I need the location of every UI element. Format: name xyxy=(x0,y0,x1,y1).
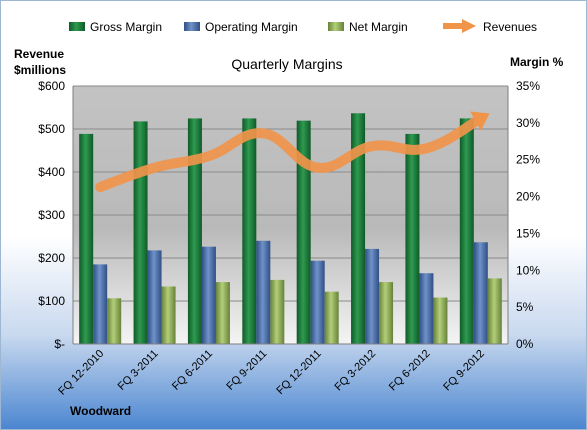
right-axis: 0% 5% 10% 15% 20% 25% 30% 35% xyxy=(507,79,540,351)
bar-gross-margin xyxy=(296,120,311,344)
legend-label-gross-margin: Gross Margin xyxy=(90,20,162,34)
bar-net-margin xyxy=(433,297,448,344)
x-tick-label: FQ 12-2010 xyxy=(56,348,106,398)
bar-operating-margin xyxy=(310,260,325,344)
chart-title: Quarterly Margins xyxy=(231,56,342,72)
x-tick-label: FQ 9-2011 xyxy=(224,348,269,393)
x-tick-label: FQ 6-2012 xyxy=(387,348,433,394)
x-axis: FQ 12-2010 FQ 3-2011 FQ 6-2011 FQ 9-2011 FQ … xyxy=(56,343,508,398)
bar-net-margin xyxy=(487,278,502,344)
left-tick-label: $300 xyxy=(38,208,65,222)
legend-arrowhead-revenues xyxy=(462,19,476,33)
legend-item-revenues: Revenues xyxy=(443,19,537,34)
left-axis-label-line2: $millions xyxy=(14,63,66,77)
bar-operating-margin xyxy=(473,242,488,344)
right-tick-label: 35% xyxy=(516,79,540,93)
legend-item-gross-margin: Gross Margin xyxy=(69,20,162,34)
bar-gross-margin xyxy=(79,133,94,344)
right-tick-label: 30% xyxy=(516,116,540,130)
left-tick-label: $- xyxy=(54,337,65,351)
left-tick-label: $100 xyxy=(38,294,65,308)
x-tick-label: FQ 3-2011 xyxy=(116,348,161,393)
bar-operating-margin xyxy=(256,240,271,344)
bar-operating-margin xyxy=(419,273,434,344)
bar-net-margin xyxy=(270,279,285,344)
right-axis-label: Margin % xyxy=(510,55,564,69)
bar-net-margin xyxy=(161,286,176,344)
footer-label: Woodward xyxy=(70,404,131,418)
bar-operating-margin xyxy=(93,264,108,344)
bar-gross-margin xyxy=(351,113,366,344)
right-tick-label: 0% xyxy=(516,337,534,351)
left-tick-label: $200 xyxy=(38,251,65,265)
left-tick-label: $600 xyxy=(38,79,65,93)
bar-operating-margin xyxy=(201,246,216,344)
legend-swatch-operating-margin xyxy=(184,22,200,31)
left-tick-label: $400 xyxy=(38,165,65,179)
legend-item-operating-margin: Operating Margin xyxy=(184,20,298,34)
x-tick-label: FQ 6-2011 xyxy=(170,348,215,393)
bar-operating-margin xyxy=(147,250,162,344)
revenues-line xyxy=(95,113,486,193)
left-axis: $- $100 $200 $300 $400 $500 $600 xyxy=(38,79,74,351)
revenues-arrowhead xyxy=(470,111,490,131)
left-axis-label-line1: Revenue xyxy=(14,47,64,61)
bars xyxy=(79,113,502,344)
legend-swatch-gross-margin xyxy=(69,22,85,31)
right-tick-label: 10% xyxy=(516,263,540,277)
x-tick-label: FQ 12-2011 xyxy=(274,348,323,397)
right-tick-label: 20% xyxy=(516,190,540,204)
bar-net-margin xyxy=(379,282,394,344)
bar-net-margin xyxy=(324,291,339,344)
bar-gross-margin xyxy=(405,133,420,344)
legend-label-net-margin: Net Margin xyxy=(349,20,408,34)
left-tick-label: $500 xyxy=(38,122,65,136)
x-tick-label: FQ 9-2012 xyxy=(441,348,487,394)
right-tick-label: 5% xyxy=(516,300,534,314)
bar-gross-margin xyxy=(459,118,474,344)
bar-gross-margin xyxy=(187,118,202,344)
x-tick-label: FQ 3-2012 xyxy=(333,348,379,394)
right-tick-label: 25% xyxy=(516,153,540,167)
revenues-line-group xyxy=(95,111,490,193)
legend-label-revenues: Revenues xyxy=(483,20,537,34)
legend-label-operating-margin: Operating Margin xyxy=(205,20,298,34)
bar-gross-margin xyxy=(242,118,257,344)
bar-gross-margin xyxy=(133,121,148,344)
legend-item-net-margin: Net Margin xyxy=(328,20,408,34)
legend-swatch-net-margin xyxy=(328,22,344,31)
legend: Gross Margin Operating Margin Net Margin… xyxy=(69,19,537,34)
bar-net-margin xyxy=(215,282,230,344)
bar-operating-margin xyxy=(365,248,380,344)
right-tick-label: 15% xyxy=(516,226,540,240)
bar-net-margin xyxy=(107,298,122,344)
